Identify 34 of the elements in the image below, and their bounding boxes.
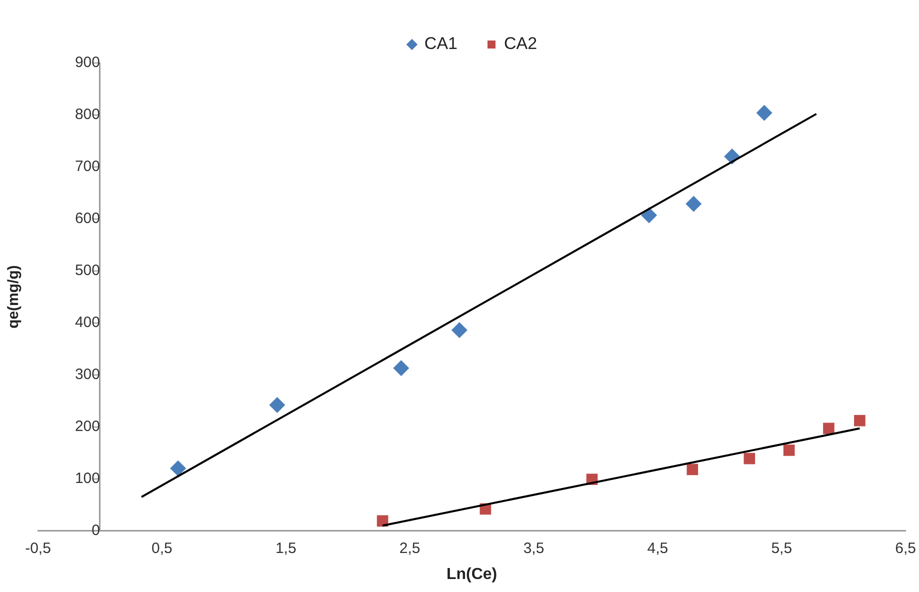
y-tick-label: 600 — [74, 210, 100, 228]
y-tick-label: 0 — [92, 522, 100, 539]
point — [451, 322, 468, 338]
y-tick-label: 400 — [74, 314, 100, 332]
point — [686, 196, 702, 212]
y-tick-label: 300 — [74, 366, 100, 384]
point — [823, 422, 834, 434]
y-tick-label: 100 — [74, 470, 100, 487]
y-tick-label: 500 — [74, 262, 100, 280]
x-axis-title: Ln(Ce) — [446, 566, 498, 583]
point — [641, 207, 658, 224]
point — [269, 397, 286, 414]
y-tick-label: 900 — [74, 54, 100, 72]
legend-label: CA2 — [504, 34, 538, 54]
x-tick-label: -0,5 — [25, 540, 51, 557]
x-tick-label: 6,5 — [895, 540, 916, 557]
point — [744, 452, 756, 464]
point — [756, 104, 772, 121]
y-tick-label: 800 — [74, 106, 100, 124]
point — [783, 444, 795, 456]
x-tick-label: 2,5 — [399, 540, 420, 557]
x-tick-label: 5,5 — [771, 540, 792, 557]
point — [854, 414, 866, 426]
y-axis-title: qe(mg/g) — [5, 265, 22, 329]
legend-label: CA1 — [424, 34, 458, 54]
y-tick-label: 700 — [74, 158, 100, 176]
x-tick-label: 4,5 — [647, 540, 668, 557]
x-tick-label: 1,5 — [275, 540, 296, 557]
y-tick-label: 200 — [74, 418, 100, 435]
point — [686, 464, 698, 476]
x-tick-label: 0,5 — [152, 540, 172, 557]
point — [393, 360, 410, 376]
point — [170, 460, 186, 476]
x-tick-label: 3,5 — [523, 540, 544, 557]
